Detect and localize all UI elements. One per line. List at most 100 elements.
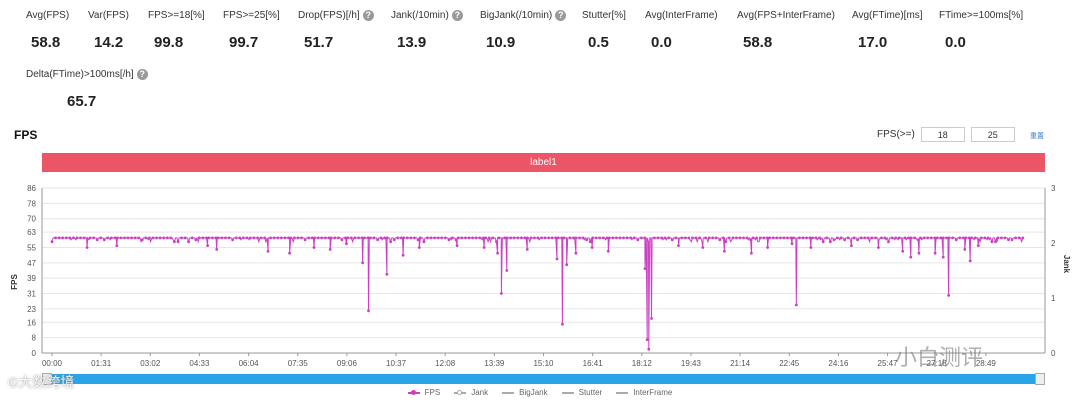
- fps-point: [467, 236, 471, 240]
- legend-swatch: [616, 391, 629, 394]
- legend-item-fps[interactable]: FPS: [407, 388, 440, 397]
- fps-point: [214, 236, 218, 240]
- help-icon[interactable]: ?: [555, 10, 567, 21]
- fps-point: [363, 236, 366, 240]
- y-tick-label: 55: [27, 243, 36, 252]
- stat-value: 51.7: [304, 34, 334, 51]
- legend-swatch: [561, 391, 574, 394]
- label-bar[interactable]: label1: [42, 153, 1045, 172]
- fps-point: [647, 347, 651, 351]
- x-tick-label: 15:10: [533, 359, 554, 368]
- fps-point: [701, 246, 705, 249]
- zoom-slider[interactable]: [42, 373, 1045, 385]
- fps-point: [379, 236, 383, 240]
- fps-point: [727, 236, 731, 240]
- fps-point: [211, 236, 214, 240]
- fps-point: [169, 236, 173, 240]
- fps-point: [962, 236, 965, 240]
- fps-point: [967, 236, 971, 240]
- fps-point: [303, 238, 307, 242]
- legend-item-interframe[interactable]: InterFrame: [616, 388, 672, 397]
- fps-point: [533, 236, 536, 240]
- fps-point: [565, 263, 569, 267]
- fps-point: [935, 236, 939, 240]
- fps-point: [360, 236, 364, 240]
- fps-point: [205, 236, 208, 240]
- fps-point: [215, 248, 219, 251]
- help-icon[interactable]: ?: [451, 10, 463, 21]
- x-tick-label: 22:45: [779, 359, 800, 368]
- fps-point: [790, 242, 794, 245]
- fps-point: [762, 236, 766, 240]
- fps-point: [440, 236, 444, 240]
- fps-point: [201, 236, 205, 240]
- fps-point: [852, 236, 856, 240]
- fps-threshold-input-1[interactable]: 18: [920, 127, 965, 142]
- fps-point: [68, 236, 72, 240]
- watermark-right: 小白测评: [895, 345, 984, 370]
- fps-point: [82, 236, 86, 240]
- stat-value: 65.7: [67, 93, 97, 110]
- reset-link[interactable]: 重置: [1030, 133, 1044, 140]
- fps-point: [1017, 236, 1021, 240]
- fps-point: [165, 236, 169, 240]
- fps-point: [500, 292, 503, 295]
- help-icon[interactable]: ?: [136, 69, 148, 80]
- fps-point: [307, 236, 311, 240]
- fps-point: [1010, 238, 1014, 242]
- zoom-handle-right[interactable]: [1035, 373, 1045, 385]
- fps-point: [913, 236, 917, 240]
- fps-point: [973, 236, 977, 240]
- fps-point: [594, 236, 598, 240]
- fps-point: [615, 236, 618, 240]
- fps-point: [525, 236, 529, 240]
- fps-point: [296, 236, 300, 240]
- fps-point: [929, 236, 933, 240]
- fps-point: [110, 236, 113, 240]
- fps-point: [568, 236, 572, 240]
- x-tick-label: 10:37: [386, 359, 407, 368]
- legend-label: Jank: [471, 388, 489, 397]
- fps-point: [505, 269, 509, 272]
- fps-point: [361, 261, 364, 265]
- legend-item-stutter[interactable]: Stutter: [561, 388, 602, 397]
- fps-point: [698, 236, 701, 240]
- fps-point: [401, 253, 405, 257]
- fps-point: [1000, 236, 1003, 240]
- fps-point: [724, 240, 728, 244]
- fps-point: [653, 236, 656, 240]
- fps-point: [115, 244, 119, 247]
- fps-point: [866, 236, 870, 240]
- legend-item-bigjank[interactable]: BigJank: [502, 388, 548, 397]
- fps-point: [561, 322, 564, 326]
- fps-point: [556, 236, 560, 240]
- stat-label: Stutter[%]: [582, 10, 626, 21]
- y-tick-label: 16: [27, 318, 36, 327]
- legend-item-jank[interactable]: Jank: [454, 388, 488, 397]
- fps-point: [605, 236, 609, 240]
- y-tick-label: 70: [27, 215, 36, 224]
- fps-point: [890, 236, 894, 240]
- stat-label: Jank(/10min)?: [391, 10, 463, 21]
- fps-point: [540, 236, 543, 240]
- stat-value: 0.0: [945, 34, 966, 51]
- fps-point: [234, 236, 238, 240]
- x-tick-label: 04:33: [189, 359, 210, 368]
- zoom-handle-left[interactable]: [42, 373, 52, 385]
- fps-point: [765, 236, 769, 240]
- fps-point: [779, 236, 782, 240]
- fps-point: [775, 236, 779, 240]
- fps-point: [345, 242, 348, 245]
- x-tick-label: 21:14: [730, 359, 751, 368]
- fps-point: [945, 236, 949, 240]
- stat-6: BigJank(/10min)? 10.9: [480, 10, 567, 51]
- stat-11: FTime>=100ms[%] 0.0: [939, 10, 1023, 51]
- fps-point: [907, 236, 911, 240]
- fps-threshold-input-2[interactable]: 25: [970, 127, 1015, 142]
- fps-point: [350, 236, 353, 240]
- fps-point: [288, 251, 291, 255]
- fps-point: [1014, 236, 1018, 240]
- fps-point: [259, 236, 263, 240]
- help-icon[interactable]: ?: [362, 10, 374, 21]
- fps-point: [755, 236, 758, 240]
